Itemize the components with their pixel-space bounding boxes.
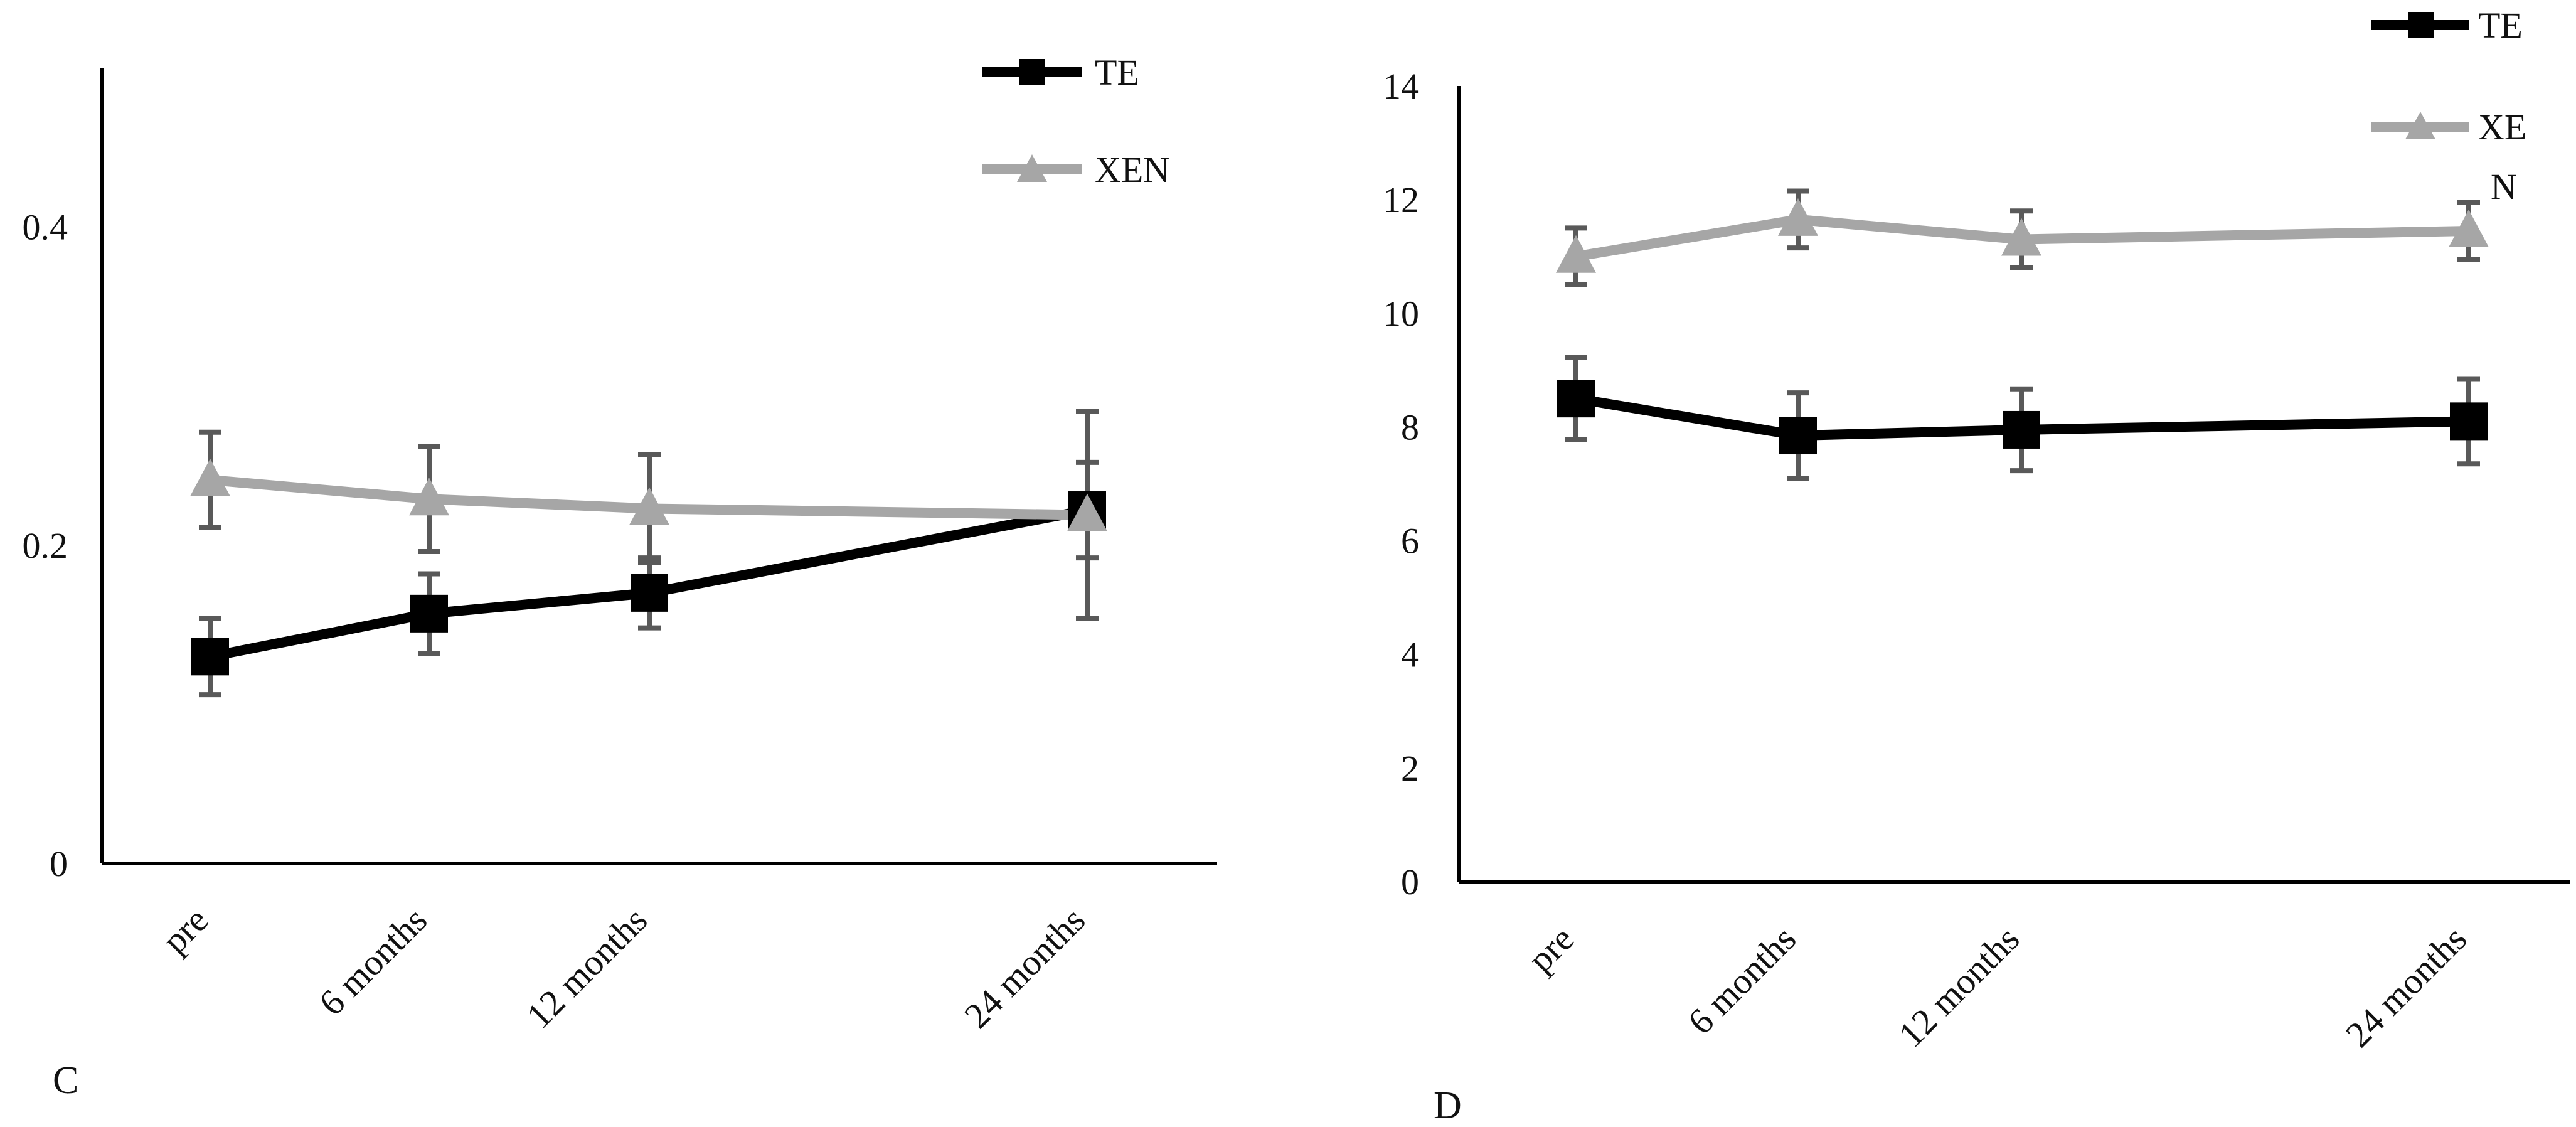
panel-d-xen-point — [1778, 198, 1818, 236]
panel-d-ytick-label: 6 — [1401, 521, 1419, 562]
panel-d-xen-point — [1556, 235, 1596, 273]
panel-d-te-point — [2003, 410, 2040, 449]
panel-d-ytick-label: 10 — [1383, 293, 1419, 334]
panel-d-legend-te-label: TE — [2478, 5, 2523, 46]
panel-d-te-point — [2450, 402, 2488, 441]
panel-c-label: C — [53, 1059, 78, 1102]
panel-d-label: D — [1434, 1084, 1462, 1127]
panel-c-series-te-line — [209, 505, 1088, 662]
panel-c-series-xen-line — [210, 474, 1088, 520]
panel-d-legend-xen-label: XE N — [2478, 107, 2526, 207]
panel-d-ytick-label: 12 — [1383, 179, 1419, 220]
panel-c-ytick-label: 0 — [50, 843, 68, 884]
panel-c-te-point — [631, 574, 668, 612]
panel-c-xen-point — [629, 487, 669, 525]
panel-d-xen-point — [2001, 218, 2041, 256]
panel-c-legend-xen: XEN — [982, 149, 1169, 190]
panel-d-te-point — [1557, 380, 1595, 418]
panel-d-xen-point — [2449, 209, 2489, 247]
panel-c-te-point — [410, 594, 448, 633]
panel-c-ytick-label: 0.4 — [23, 207, 68, 248]
panel-d-legend-xen: XE N — [2371, 107, 2526, 207]
panel-d-ytick-label: 2 — [1401, 748, 1419, 789]
panel-d-series-te-line — [1575, 393, 2469, 441]
panel-d-ytick-label: 4 — [1401, 634, 1419, 675]
panel-c-xen-point — [1067, 493, 1107, 531]
panel-d-ytick-label: 14 — [1383, 66, 1419, 107]
panel-c-legend-xen-label: XEN — [1095, 149, 1169, 190]
panel-c-ytick-label: 0.2 — [23, 525, 68, 566]
panel-c-legend-te-label: TE — [1095, 52, 1139, 93]
panel-c-legend-te: TE — [982, 52, 1139, 93]
panel-c-xen-point — [190, 458, 230, 496]
panel-d-ytick-label: 0 — [1401, 862, 1419, 902]
panel-d-te-point — [1779, 417, 1817, 455]
panel-d-ytick-label: 8 — [1401, 407, 1419, 447]
panel-c-te-point — [191, 638, 229, 676]
panel-c-xen-point — [409, 478, 449, 516]
panel-d-series-xen-line — [1575, 214, 2469, 262]
panel-d-legend-te: TE — [2371, 5, 2523, 46]
